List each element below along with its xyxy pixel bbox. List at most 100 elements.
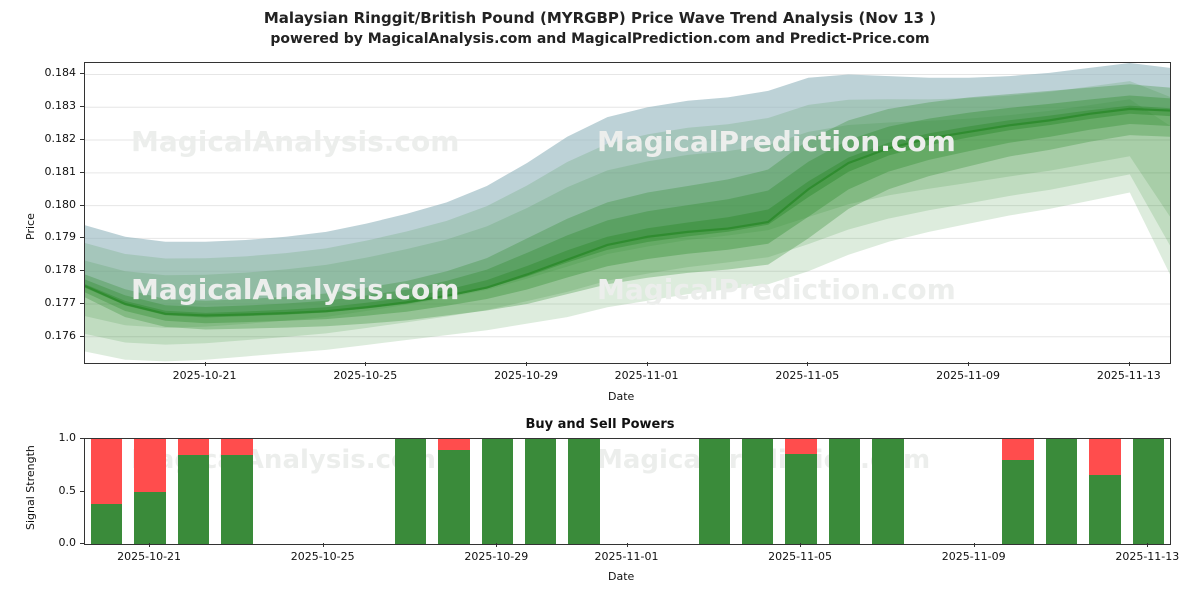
price-y-tick-mark (80, 237, 84, 239)
header: Malaysian Ringgit/British Pound (MYRGBP)… (0, 8, 1200, 49)
signal-x-tick-mark (322, 543, 324, 547)
signal-x-tick-label: 2025-11-13 (1115, 550, 1180, 563)
buy-segment (525, 439, 557, 544)
sell-segment (221, 439, 253, 455)
signal-x-axis-label: Date (608, 570, 635, 583)
signal-bar (785, 439, 817, 544)
price-y-tick-mark (80, 73, 84, 75)
page-subtitle: powered by MagicalAnalysis.com and Magic… (270, 31, 930, 47)
buy-segment (394, 439, 427, 544)
signal-bar (481, 439, 513, 544)
signal-bar (568, 439, 600, 544)
signal-y-tick-mark (80, 438, 84, 439)
price-x-tick-label: 2025-11-13 (1096, 369, 1161, 382)
sell-segment (91, 439, 123, 505)
price-y-tick-label: 0.177 (44, 295, 77, 309)
price-x-tick-mark (807, 362, 809, 366)
signal-x-tick-mark (973, 543, 975, 547)
signal-bar (742, 439, 774, 544)
signal-bar (525, 439, 557, 544)
signal-x-tick-label: 2025-10-29 (464, 550, 529, 563)
buy-segment (1132, 439, 1164, 544)
signal-y-axis-label: Signal Strength (24, 445, 37, 530)
price-y-tick-label: 0.181 (44, 164, 77, 178)
price-x-tick-mark (1128, 362, 1130, 366)
signal-bar (1045, 439, 1078, 544)
sell-segment (1002, 439, 1034, 460)
price-x-tick-label: 2025-11-01 (614, 369, 679, 382)
signal-bar (1132, 439, 1164, 544)
buy-segment (481, 439, 513, 544)
signal-y-tick-label: 1.0 (58, 431, 77, 444)
signal-x-tick-mark (800, 543, 802, 547)
price-x-tick-label: 2025-11-09 (936, 369, 1001, 382)
signal-bar (91, 439, 123, 544)
signal-bar (177, 439, 210, 544)
price-y-tick-mark (80, 139, 84, 141)
price-x-tick-mark (646, 362, 648, 366)
signal-bar (828, 439, 861, 544)
buy-segment (91, 504, 123, 544)
signal-x-tick-label: 2025-11-05 (768, 550, 833, 563)
sell-segment (134, 439, 166, 492)
buy-segment (177, 454, 210, 544)
price-y-tick-label: 0.180 (44, 197, 77, 211)
price-y-tick-mark (80, 204, 84, 206)
price-y-tick-mark (80, 270, 84, 272)
buy-segment (134, 491, 166, 544)
signal-chart-panel: Buy and Sell Powers Signal Strength Magi… (0, 400, 1200, 600)
signal-x-tick-mark (1147, 543, 1149, 547)
price-x-tick-mark (204, 362, 206, 366)
sell-segment (785, 439, 817, 454)
price-y-tick-label: 0.179 (44, 230, 77, 244)
buy-segment (1002, 460, 1034, 544)
price-y-tick-label: 0.178 (44, 263, 77, 277)
price-x-tick-label: 2025-10-21 (172, 369, 237, 382)
signal-x-tick-label: 2025-11-09 (941, 550, 1006, 563)
signal-bar (1002, 439, 1034, 544)
price-x-tick-mark (968, 362, 970, 366)
signal-x-tick-mark (496, 543, 498, 547)
sell-segment (177, 439, 210, 455)
buy-segment (568, 439, 600, 544)
sell-segment (438, 439, 470, 450)
buy-segment (698, 439, 730, 544)
price-y-tick-label: 0.183 (44, 99, 77, 113)
price-y-tick-mark (80, 106, 84, 108)
price-y-tick-label: 0.182 (44, 132, 77, 146)
signal-y-tick-mark (80, 490, 84, 492)
signal-bar (438, 439, 470, 544)
signal-panel-title: Buy and Sell Powers (525, 417, 675, 432)
signal-bar (1089, 439, 1121, 544)
price-plot-area: MagicalAnalysis.com MagicalPrediction.co… (84, 62, 1171, 364)
buy-segment (1089, 474, 1121, 544)
signal-bar (134, 439, 166, 544)
signal-bar (872, 439, 904, 544)
signal-bar (698, 439, 730, 544)
signal-bar (394, 439, 427, 544)
price-x-tick-mark (365, 362, 367, 366)
buy-segment (828, 439, 861, 544)
page-title: Malaysian Ringgit/British Pound (MYRGBP)… (263, 9, 937, 27)
price-x-tick-mark (526, 362, 528, 366)
price-chart-panel: Price MagicalAnalysis.com MagicalPredict… (24, 62, 1171, 403)
sell-segment (1089, 439, 1121, 475)
signal-x-tick-mark (626, 543, 628, 547)
buy-segment (1045, 439, 1078, 544)
price-y-tick-mark (80, 302, 84, 304)
signal-y-tick-label: 0.0 (58, 536, 77, 549)
price-x-tick-label: 2025-10-29 (494, 369, 558, 382)
buy-segment (742, 439, 774, 544)
signal-x-tick-mark (149, 543, 151, 547)
buy-segment (785, 453, 817, 544)
price-x-axis-label: Date (608, 390, 635, 403)
price-y-tick-label: 0.176 (44, 328, 77, 342)
signal-x-tick-label: 2025-11-01 (594, 550, 659, 563)
price-y-tick-mark (80, 171, 84, 173)
signal-bar (221, 439, 253, 544)
signal-y-tick-mark (80, 543, 84, 544)
signal-x-tick-label: 2025-10-25 (290, 550, 355, 563)
price-y-tick-label: 0.184 (44, 66, 77, 80)
price-series-svg (85, 63, 1170, 362)
